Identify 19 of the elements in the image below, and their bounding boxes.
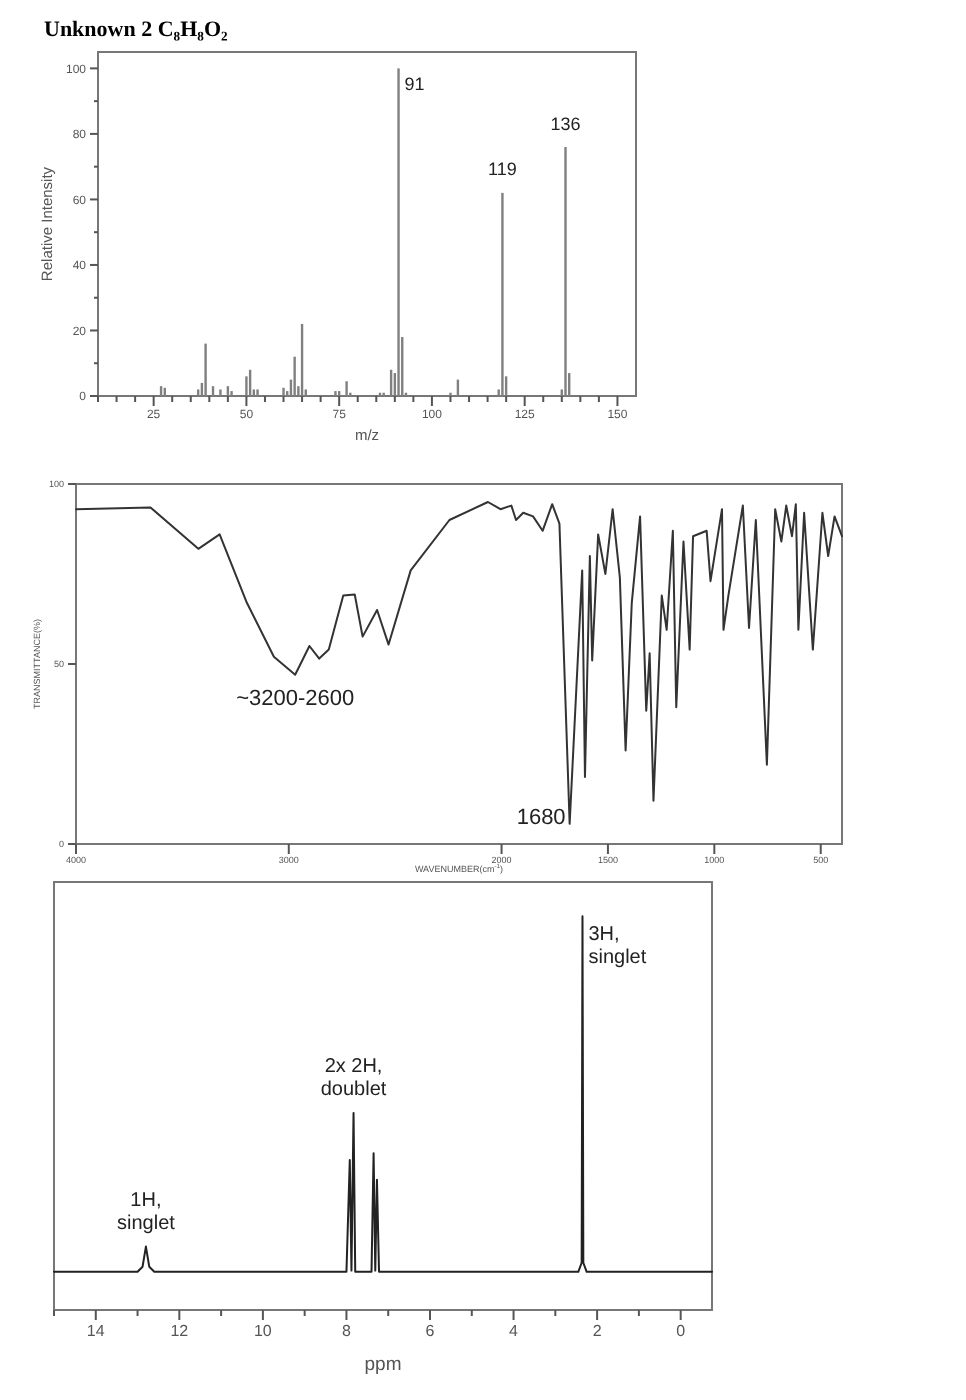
annotation: ~3200-2600 <box>236 686 355 711</box>
x-tick-label: 4 <box>509 1322 520 1340</box>
annotation: 1H, singlet <box>117 1189 176 1235</box>
chart-title: Unknown 2 C₈H₈O₂ <box>44 18 230 42</box>
line-series <box>75 501 843 825</box>
annotation: 3H, singlet <box>588 924 647 970</box>
annotation: 1680 <box>516 805 566 830</box>
annotation: 119 <box>488 159 517 180</box>
x-tick-label: 6 <box>425 1322 436 1340</box>
x-tick-label: 2 <box>592 1322 603 1340</box>
x-tick-label: 0 <box>676 1322 687 1340</box>
x-tick-label: 12 <box>170 1322 190 1340</box>
x-tick-label: 8 <box>341 1322 352 1340</box>
annotation: 91 <box>404 74 425 95</box>
x-axis-title: ppm <box>364 1354 402 1376</box>
x-tick-label: 10 <box>253 1322 273 1340</box>
annotation: 2x 2H, doublet <box>320 1056 387 1102</box>
x-tick-label: 14 <box>86 1322 106 1340</box>
annotation: 136 <box>550 113 581 134</box>
